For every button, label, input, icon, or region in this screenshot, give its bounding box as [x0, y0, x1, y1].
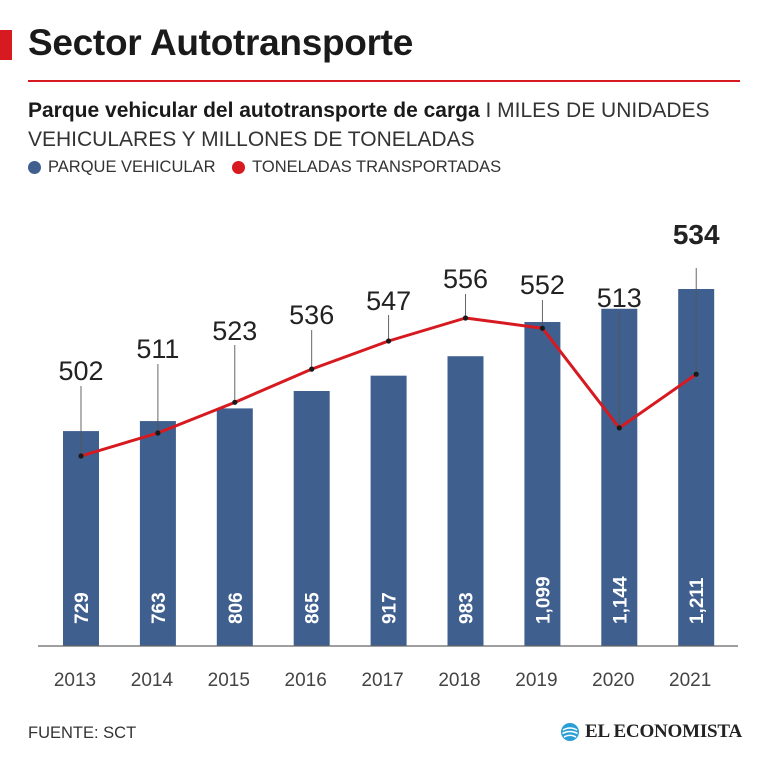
- title-accent-bar: [0, 30, 12, 60]
- bar-value-label-2013: 729: [72, 592, 93, 624]
- brand-name: EL ECONOMISTA: [585, 721, 742, 742]
- x-tick-label-2021: 2021: [669, 670, 711, 691]
- bar-value-label-2017: 917: [380, 592, 401, 624]
- toneladas-label-2015: 523: [212, 316, 257, 346]
- toneladas-label-2020: 513: [597, 283, 642, 313]
- x-tick-label-2013: 2013: [54, 670, 96, 691]
- bar-2016: [293, 391, 330, 646]
- toneladas-point-2016: [309, 366, 315, 372]
- toneladas-label-2018: 556: [443, 264, 488, 294]
- title-rule: [28, 80, 740, 82]
- toneladas-point-2015: [232, 399, 238, 405]
- toneladas-point-2013: [78, 453, 84, 459]
- chart-title: Parque vehicular del autotransporte de c…: [28, 99, 480, 122]
- toneladas-point-2021: [693, 371, 699, 377]
- toneladas-label-2021: 534: [673, 219, 720, 250]
- bar-2013: [63, 431, 99, 646]
- toneladas-label-2019: 552: [520, 270, 565, 300]
- bar-value-label-2020: 1,144: [610, 576, 631, 624]
- toneladas-point-2014: [155, 430, 161, 436]
- bar-value-label-2018: 983: [457, 592, 478, 624]
- bar-2017: [370, 375, 407, 646]
- x-tick-label-2014: 2014: [131, 670, 174, 691]
- x-tick-label-2015: 2015: [208, 670, 250, 691]
- toneladas-point-2017: [386, 338, 392, 344]
- legend-item-toneladas: TONELADAS TRANSPORTADAS: [232, 158, 501, 177]
- bar-2019: [524, 322, 561, 646]
- toneladas-label-2013: 502: [58, 356, 103, 386]
- legend-label-toneladas: TONELADAS TRANSPORTADAS: [252, 158, 502, 176]
- toneladas-label-2014: 511: [136, 334, 179, 364]
- legend: PARQUE VEHICULAR TONELADAS TRANSPORTADAS: [28, 158, 513, 179]
- legend-item-parque: PARQUE VEHICULAR: [28, 158, 215, 177]
- brand-logo: EL ECONOMISTA: [560, 721, 742, 743]
- legend-label-parque: PARQUE VEHICULAR: [48, 158, 216, 176]
- bar-value-label-2015: 806: [226, 592, 247, 624]
- legend-dot-parque: [28, 161, 41, 174]
- toneladas-label-2017: 547: [366, 286, 411, 316]
- x-tick-label-2017: 2017: [361, 670, 403, 691]
- bar-value-label-2019: 1,099: [533, 576, 554, 624]
- x-tick-label-2019: 2019: [515, 670, 557, 691]
- bar-value-label-2021: 1,211: [687, 577, 708, 624]
- page-title: Sector Autotransporte: [28, 22, 413, 63]
- legend-dot-toneladas: [232, 161, 246, 174]
- bar-value-label-2014: 763: [149, 592, 170, 624]
- x-tick-label-2018: 2018: [438, 670, 480, 691]
- toneladas-point-2020: [616, 425, 622, 431]
- bar-2018: [447, 356, 484, 646]
- x-tick-label-2016: 2016: [285, 670, 327, 691]
- toneladas-label-2016: 536: [289, 300, 334, 330]
- toneladas-point-2019: [539, 325, 546, 331]
- bar-2015: [216, 408, 253, 646]
- toneladas-point-2018: [462, 315, 469, 321]
- chart-heading: Parque vehicular del autotransporte de c…: [28, 96, 738, 154]
- globe-logo-icon: [561, 723, 579, 741]
- bar-value-label-2016: 865: [303, 592, 324, 624]
- chart-subtitle: I MILES DE UNIDADES VEHICULARES Y MILLON…: [28, 99, 710, 151]
- source-note: FUENTE: SCT: [28, 724, 137, 742]
- bar-2014: [139, 421, 176, 646]
- x-tick-label-2020: 2020: [592, 670, 634, 691]
